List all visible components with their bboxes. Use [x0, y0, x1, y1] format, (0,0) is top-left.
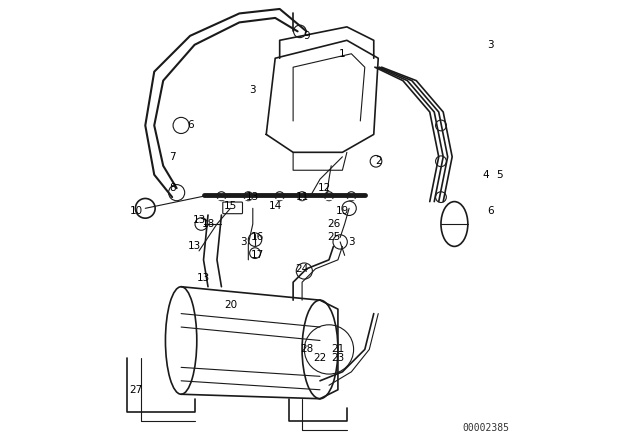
Text: 2: 2	[375, 156, 381, 166]
Text: 6: 6	[487, 206, 493, 215]
Circle shape	[347, 192, 356, 201]
Text: 23: 23	[332, 353, 344, 363]
Text: 13: 13	[188, 241, 201, 251]
Text: 15: 15	[224, 201, 237, 211]
Text: 3: 3	[348, 237, 355, 247]
Text: 20: 20	[224, 300, 237, 310]
Circle shape	[298, 192, 307, 201]
Text: 8: 8	[169, 183, 175, 193]
Text: 3: 3	[250, 85, 256, 95]
Text: 5: 5	[496, 170, 502, 180]
Text: 22: 22	[314, 353, 326, 363]
Text: 1: 1	[339, 49, 346, 59]
Text: 11: 11	[296, 192, 308, 202]
Text: 13: 13	[197, 273, 210, 283]
Text: 18: 18	[202, 219, 214, 229]
Circle shape	[324, 192, 333, 201]
Circle shape	[275, 192, 284, 201]
Text: 10: 10	[130, 206, 143, 215]
Text: 13: 13	[246, 192, 259, 202]
Text: 14: 14	[269, 201, 282, 211]
Text: 21: 21	[332, 345, 344, 354]
Text: 00002385: 00002385	[462, 423, 509, 433]
Text: 25: 25	[327, 233, 340, 242]
Text: 12: 12	[318, 183, 331, 193]
Text: 27: 27	[130, 385, 143, 395]
Text: 17: 17	[251, 250, 264, 260]
Circle shape	[244, 192, 253, 201]
Text: 9: 9	[303, 31, 310, 41]
Text: 24: 24	[296, 264, 308, 274]
Text: 28: 28	[300, 345, 313, 354]
Text: 7: 7	[169, 152, 175, 162]
Text: 26: 26	[327, 219, 340, 229]
Text: 19: 19	[336, 206, 349, 215]
Text: 6: 6	[187, 121, 193, 130]
Text: 4: 4	[483, 170, 489, 180]
Text: 16: 16	[251, 233, 264, 242]
Text: 13: 13	[193, 215, 205, 224]
Circle shape	[217, 192, 226, 201]
Text: 3: 3	[487, 40, 493, 50]
Text: 3: 3	[241, 237, 247, 247]
